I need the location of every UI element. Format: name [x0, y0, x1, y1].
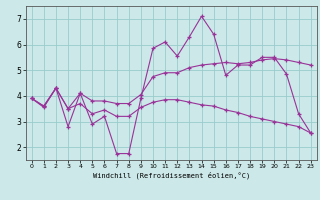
X-axis label: Windchill (Refroidissement éolien,°C): Windchill (Refroidissement éolien,°C) — [92, 172, 250, 179]
